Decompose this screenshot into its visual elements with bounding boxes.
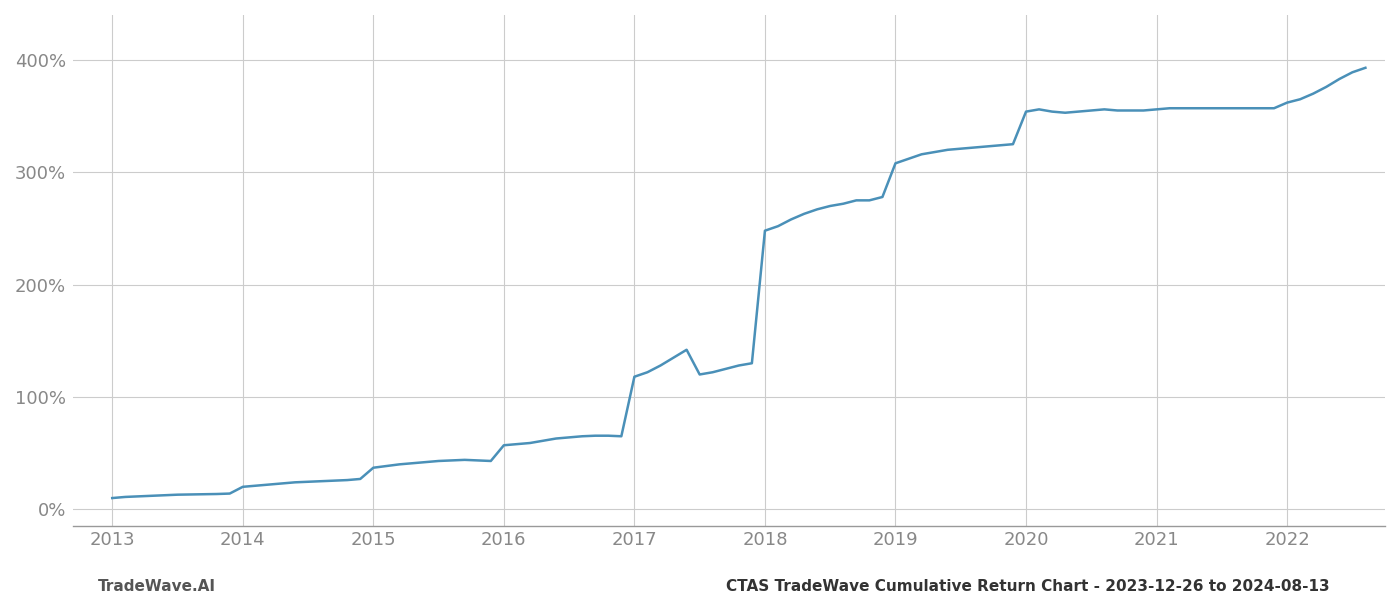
Text: TradeWave.AI: TradeWave.AI: [98, 579, 216, 594]
Text: CTAS TradeWave Cumulative Return Chart - 2023-12-26 to 2024-08-13: CTAS TradeWave Cumulative Return Chart -…: [727, 579, 1330, 594]
